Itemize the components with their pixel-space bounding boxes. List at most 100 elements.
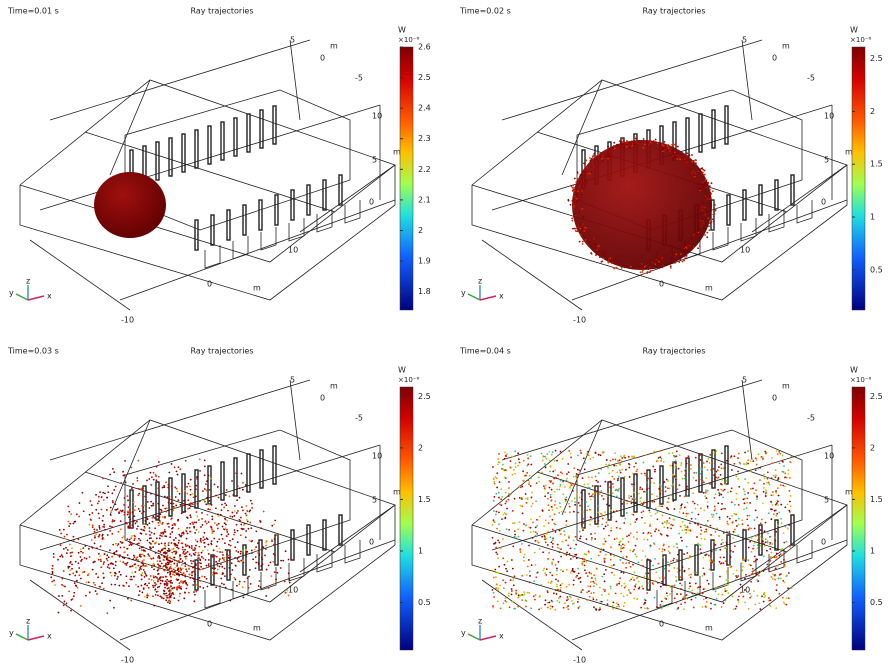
ray: [103, 561, 105, 563]
ray: [690, 237, 692, 239]
ray: [501, 496, 503, 498]
ray: [725, 600, 727, 602]
ray: [720, 483, 722, 485]
ray: [575, 544, 577, 546]
ray: [665, 585, 667, 587]
ray: [734, 504, 736, 506]
ray: [649, 589, 651, 591]
ray: [719, 518, 721, 520]
ray: [754, 556, 756, 558]
ray: [561, 511, 563, 513]
ray: [661, 505, 663, 507]
ray: [204, 542, 206, 544]
ray: [225, 549, 227, 551]
window: [621, 478, 624, 516]
ray: [612, 476, 614, 478]
ray: [701, 225, 703, 227]
ray: [548, 509, 550, 511]
ray: [114, 509, 116, 511]
ray: [714, 506, 716, 508]
ray: [778, 578, 780, 580]
ray: [588, 551, 590, 553]
ray: [527, 479, 529, 481]
ray: [114, 575, 116, 577]
ray: [610, 155, 612, 157]
ray: [662, 523, 664, 525]
ray: [525, 599, 527, 601]
ray: [258, 563, 260, 565]
ray: [64, 536, 66, 538]
ray: [498, 523, 500, 525]
ray: [170, 576, 172, 578]
ray: [111, 533, 113, 535]
ray: [191, 574, 193, 576]
ray: [217, 513, 219, 515]
ray: [497, 557, 499, 559]
ray: [505, 597, 507, 599]
ray: [701, 167, 703, 169]
ray: [588, 476, 590, 478]
ray: [577, 601, 579, 603]
ray: [82, 547, 84, 549]
ray: [179, 535, 181, 537]
ray: [566, 569, 568, 571]
ray: [171, 542, 173, 544]
ray: [717, 502, 719, 504]
ray: [676, 559, 678, 561]
ray: [258, 554, 260, 556]
ray: [131, 487, 133, 489]
ray: [616, 145, 618, 147]
ray: [617, 478, 619, 480]
ray: [177, 572, 179, 574]
ray: [726, 571, 728, 573]
ray: [178, 582, 180, 584]
ray: [719, 516, 721, 518]
ray: [208, 521, 210, 523]
ray: [153, 586, 155, 588]
ray: [596, 599, 598, 601]
ray: [183, 581, 185, 583]
ray: [204, 532, 206, 534]
colorbar-unit: W: [850, 366, 858, 375]
ray: [550, 608, 552, 610]
ray: [156, 466, 158, 468]
ray: [589, 172, 591, 174]
pillar: [797, 540, 812, 563]
ray: [657, 563, 659, 565]
ray: [112, 520, 114, 522]
ray: [92, 526, 94, 528]
ray: [715, 493, 717, 495]
ray: [250, 583, 252, 585]
window: [247, 454, 250, 492]
ray: [757, 544, 759, 546]
ray: [587, 575, 589, 577]
ray: [144, 573, 146, 575]
ray: [672, 465, 674, 467]
ray: [120, 510, 122, 512]
ray: [548, 581, 550, 583]
ray: [754, 604, 756, 606]
ray: [500, 488, 502, 490]
ray: [506, 500, 508, 502]
ray: [606, 495, 608, 497]
axis-label: 0: [320, 394, 325, 403]
ray: [581, 208, 583, 210]
ray: [156, 577, 158, 579]
ray: [229, 600, 231, 602]
ray: [595, 492, 597, 494]
ray: [738, 595, 740, 597]
ray: [668, 570, 670, 572]
ray: [628, 589, 630, 591]
ray: [725, 560, 727, 562]
ray: [577, 469, 579, 471]
ray: [143, 523, 145, 525]
ray: [145, 520, 147, 522]
ray: [620, 571, 622, 573]
ray: [592, 581, 594, 583]
ray: [492, 605, 494, 607]
ray: [684, 478, 686, 480]
ray: [242, 528, 244, 530]
ray: [545, 458, 547, 460]
ray: [619, 577, 621, 579]
ray: [204, 466, 206, 468]
